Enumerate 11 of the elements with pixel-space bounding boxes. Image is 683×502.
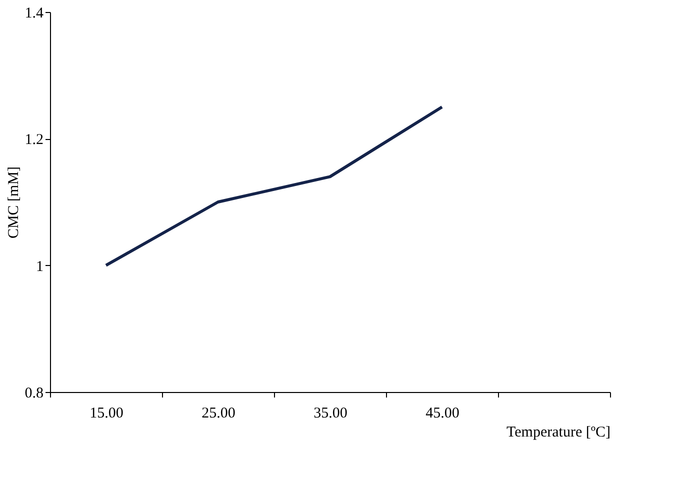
y-tick-label: 1.4 xyxy=(24,6,44,22)
x-tick-label: 45.00 xyxy=(426,406,460,422)
y-axis-title: CMC [mM] xyxy=(6,166,22,239)
line-series xyxy=(104,106,444,267)
x-tick-label: 25.00 xyxy=(202,406,236,422)
y-tick-label: 1.2 xyxy=(24,132,44,148)
y-tick-label: 1 xyxy=(36,258,44,275)
y-tick-label: 0.8 xyxy=(24,386,44,402)
x-axis-title: Temperature [ºC] xyxy=(506,424,610,440)
x-tick-label: 15.00 xyxy=(90,406,124,422)
x-tick-label: 35.00 xyxy=(314,406,348,422)
